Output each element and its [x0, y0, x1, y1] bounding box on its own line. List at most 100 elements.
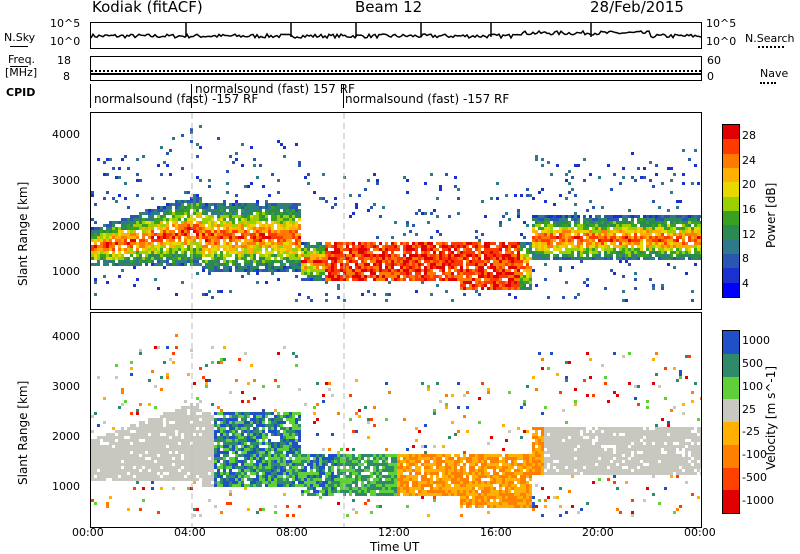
- range-gate-cell: [109, 230, 112, 233]
- range-gate-cell: [616, 251, 619, 254]
- range-gate-cell: [622, 299, 625, 302]
- range-gate-cell: [196, 472, 199, 475]
- range-gate-cell: [196, 230, 199, 233]
- range-gate-cell: [148, 421, 151, 424]
- colorbar-swatch: [723, 153, 739, 168]
- range-gate-cell: [241, 427, 244, 430]
- range-gate-cell: [94, 460, 97, 463]
- range-gate-cell: [193, 418, 196, 421]
- range-gate-cell: [487, 248, 490, 251]
- range-gate-cell: [193, 457, 196, 460]
- range-gate-cell: [670, 179, 673, 182]
- range-gate-cell: [631, 176, 634, 179]
- range-gate-cell: [277, 472, 280, 475]
- range-gate-cell: [640, 218, 643, 221]
- range-gate-cell: [100, 254, 103, 257]
- range-gate-cell: [94, 263, 97, 266]
- range-gate-cell: [193, 254, 196, 257]
- range-gate-cell: [274, 209, 277, 212]
- range-gate-cell: [247, 266, 250, 269]
- range-gate-cell: [94, 221, 97, 224]
- range-gate-cell: [130, 436, 133, 439]
- range-gate-cell: [661, 284, 664, 287]
- range-gate-cell: [154, 251, 157, 254]
- range-gate-cell: [106, 233, 109, 236]
- range-gate-cell: [244, 418, 247, 421]
- range-gate-cell: [253, 206, 256, 209]
- range-gate-cell: [241, 439, 244, 442]
- range-gate-cell: [232, 421, 235, 424]
- range-gate-cell: [388, 272, 391, 275]
- range-gate-cell: [139, 242, 142, 245]
- range-gate-cell: [529, 281, 532, 284]
- range-gate-cell: [193, 218, 196, 221]
- range-gate-cell: [685, 230, 688, 233]
- range-gate-cell: [154, 442, 157, 445]
- range-gate-cell: [298, 418, 301, 421]
- range-gate-cell: [106, 260, 109, 263]
- range-gate-cell: [373, 275, 376, 278]
- range-gate-cell: [133, 266, 136, 269]
- range-gate-cell: [187, 242, 190, 245]
- range-gate-cell: [223, 203, 226, 206]
- range-gate-cell: [172, 439, 175, 442]
- range-gate-cell: [280, 448, 283, 451]
- range-gate-cell: [274, 469, 277, 472]
- range-gate-cell: [199, 263, 202, 266]
- range-gate-cell: [301, 263, 304, 266]
- range-gate-cell: [286, 260, 289, 263]
- range-gate-cell: [214, 424, 217, 427]
- range-gate-cell: [307, 481, 310, 484]
- range-gate-cell: [658, 233, 661, 236]
- range-gate-cell: [244, 436, 247, 439]
- range-gate-cell: [499, 278, 502, 281]
- range-gate-cell: [658, 239, 661, 242]
- range-gate-cell: [241, 248, 244, 251]
- range-gate-cell: [193, 260, 196, 263]
- range-gate-cell: [670, 245, 673, 248]
- range-gate-cell: [247, 439, 250, 442]
- range-gate-cell: [145, 433, 148, 436]
- range-gate-cell: [679, 248, 682, 251]
- range-gate-cell: [589, 224, 592, 227]
- range-gate-cell: [406, 257, 409, 260]
- range-gate-cell: [577, 224, 580, 227]
- range-gate-cell: [244, 257, 247, 260]
- range-gate-cell: [541, 218, 544, 221]
- range-gate-cell: [133, 460, 136, 463]
- range-gate-cell: [196, 424, 199, 427]
- range-gate-cell: [259, 475, 262, 478]
- range-gate-cell: [127, 469, 130, 472]
- range-gate-cell: [475, 278, 478, 281]
- range-gate-cell: [661, 251, 664, 254]
- range-gate-cell: [631, 221, 634, 224]
- range-gate-cell: [226, 260, 229, 263]
- range-gate-cell: [157, 242, 160, 245]
- range-gate-cell: [283, 221, 286, 224]
- range-gate-cell: [166, 478, 169, 481]
- range-gate-cell: [289, 245, 292, 248]
- range-gate-cell: [304, 457, 307, 460]
- range-gate-cell: [289, 412, 292, 415]
- range-gate-cell: [112, 433, 115, 436]
- range-gate-cell: [460, 275, 463, 278]
- range-gate-cell: [355, 275, 358, 278]
- range-gate-cell: [253, 445, 256, 448]
- range-gate-cell: [628, 215, 631, 218]
- range-gate-cell: [280, 451, 283, 454]
- range-gate-cell: [535, 224, 538, 227]
- range-gate-cell: [292, 415, 295, 418]
- range-gate-cell: [298, 457, 301, 460]
- range-gate-cell: [241, 209, 244, 212]
- range-gate-cell: [160, 454, 163, 457]
- range-gate-cell: [352, 242, 355, 245]
- range-gate-cell: [199, 221, 202, 224]
- range-gate-cell: [295, 260, 298, 263]
- range-gate-cell: [181, 463, 184, 466]
- range-gate-cell: [166, 233, 169, 236]
- range-gate-cell: [124, 224, 127, 227]
- range-gate-cell: [205, 430, 208, 433]
- range-gate-cell: [130, 373, 133, 376]
- range-gate-cell: [286, 427, 289, 430]
- range-gate-cell: [166, 418, 169, 421]
